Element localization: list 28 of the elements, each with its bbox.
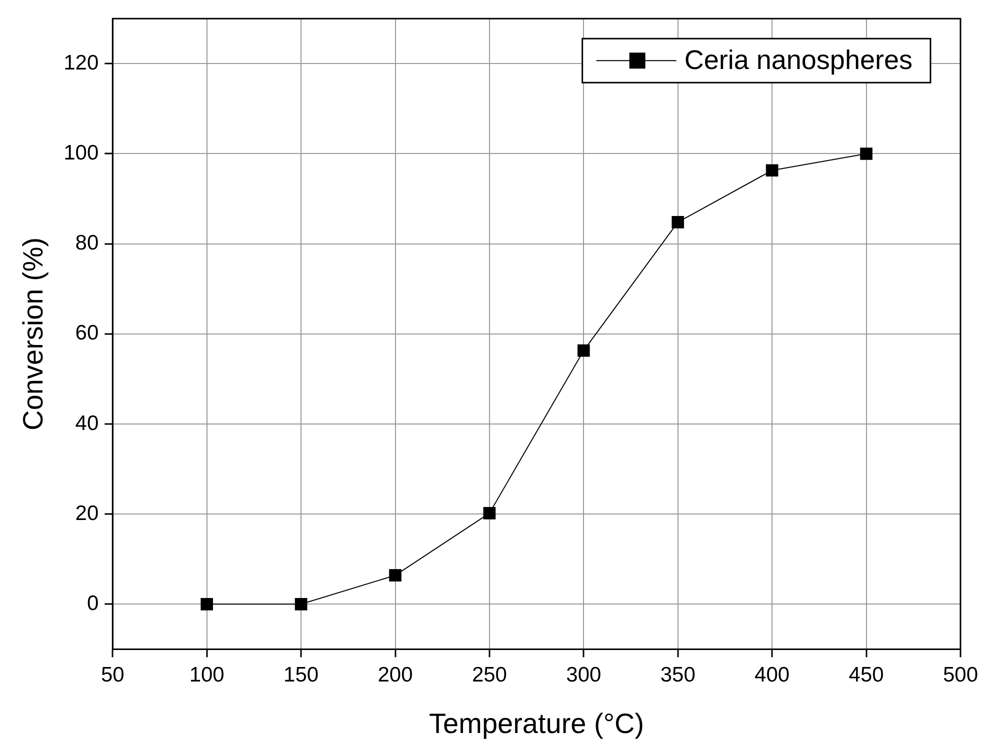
point xyxy=(578,344,590,357)
x-tick-label: 200 xyxy=(378,664,413,687)
y-tick-label: 20 xyxy=(75,502,99,525)
x-tick-label: 450 xyxy=(848,664,884,687)
y-axis-title: Conversion (%) xyxy=(18,237,49,430)
y-tick-label: 100 xyxy=(64,142,99,165)
y-tick-label: 60 xyxy=(75,322,99,345)
point xyxy=(766,164,778,177)
x-axis-title: Temperature (°C) xyxy=(429,708,644,739)
x-tick-label: 50 xyxy=(100,664,124,687)
x-tick-label: 250 xyxy=(472,664,507,687)
point xyxy=(294,598,308,610)
y-tick-label: 80 xyxy=(75,232,99,255)
x-tick-label: 100 xyxy=(189,664,224,687)
x-tick-label: 400 xyxy=(754,664,790,687)
point xyxy=(483,507,496,520)
y-tick-label: 0 xyxy=(86,592,99,615)
legend-label: Ceria nanospheres xyxy=(684,45,912,76)
point xyxy=(200,598,213,610)
x-tick-label: 350 xyxy=(660,664,696,687)
y-tick-label: 120 xyxy=(64,51,99,74)
y-tick-label: 40 xyxy=(75,412,99,435)
x-tick-label: 300 xyxy=(566,664,602,687)
point xyxy=(672,216,684,228)
x-tick-label: 150 xyxy=(284,664,319,687)
x-tick-label: 500 xyxy=(942,664,978,687)
point xyxy=(860,148,872,160)
point xyxy=(389,569,402,582)
